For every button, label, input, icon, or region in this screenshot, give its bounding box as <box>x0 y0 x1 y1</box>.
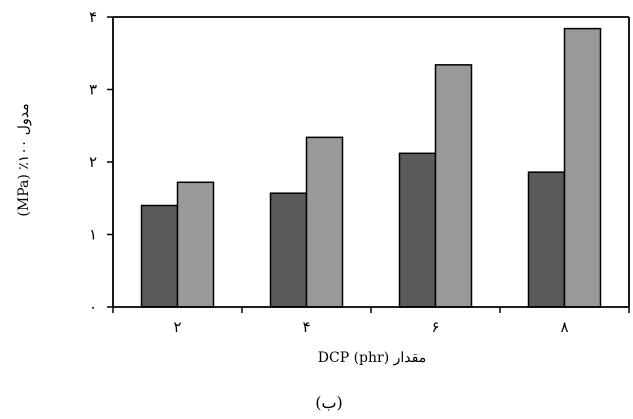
y-tick-label: ۴ <box>89 8 97 26</box>
y-axis-label: مدول ۱۰۰٪ (MPa) <box>16 103 32 216</box>
bar-s2-4 <box>563 27 602 308</box>
bar-s1-3 <box>398 152 437 308</box>
bar-s2-3 <box>434 64 473 308</box>
bar-s1-2 <box>269 192 308 308</box>
figure-caption: (ب) <box>315 393 343 412</box>
bar-s1-1 <box>140 204 179 308</box>
y-tick-label: ۲ <box>89 153 97 171</box>
y-tick-label: ۱ <box>89 226 97 244</box>
x-axis-label: مقدار DCP (phr) <box>318 350 426 366</box>
bar-s2-1 <box>176 181 215 308</box>
bar-s1-4 <box>527 171 566 308</box>
x-tick-label: ۶ <box>431 318 439 336</box>
x-tick-label: ۴ <box>302 318 310 336</box>
y-tick-label: ۰ <box>89 298 97 316</box>
ticks-group: ۲ ۴ ۶ ۸ ۰ ۱ ۲ ۳ ۴ <box>89 8 630 336</box>
bar-s2-2 <box>305 136 344 308</box>
y-tick-label: ۳ <box>89 81 97 99</box>
x-tick-label: ۲ <box>173 318 181 336</box>
x-tick-label: ۸ <box>560 318 568 336</box>
bars-group <box>140 27 602 308</box>
